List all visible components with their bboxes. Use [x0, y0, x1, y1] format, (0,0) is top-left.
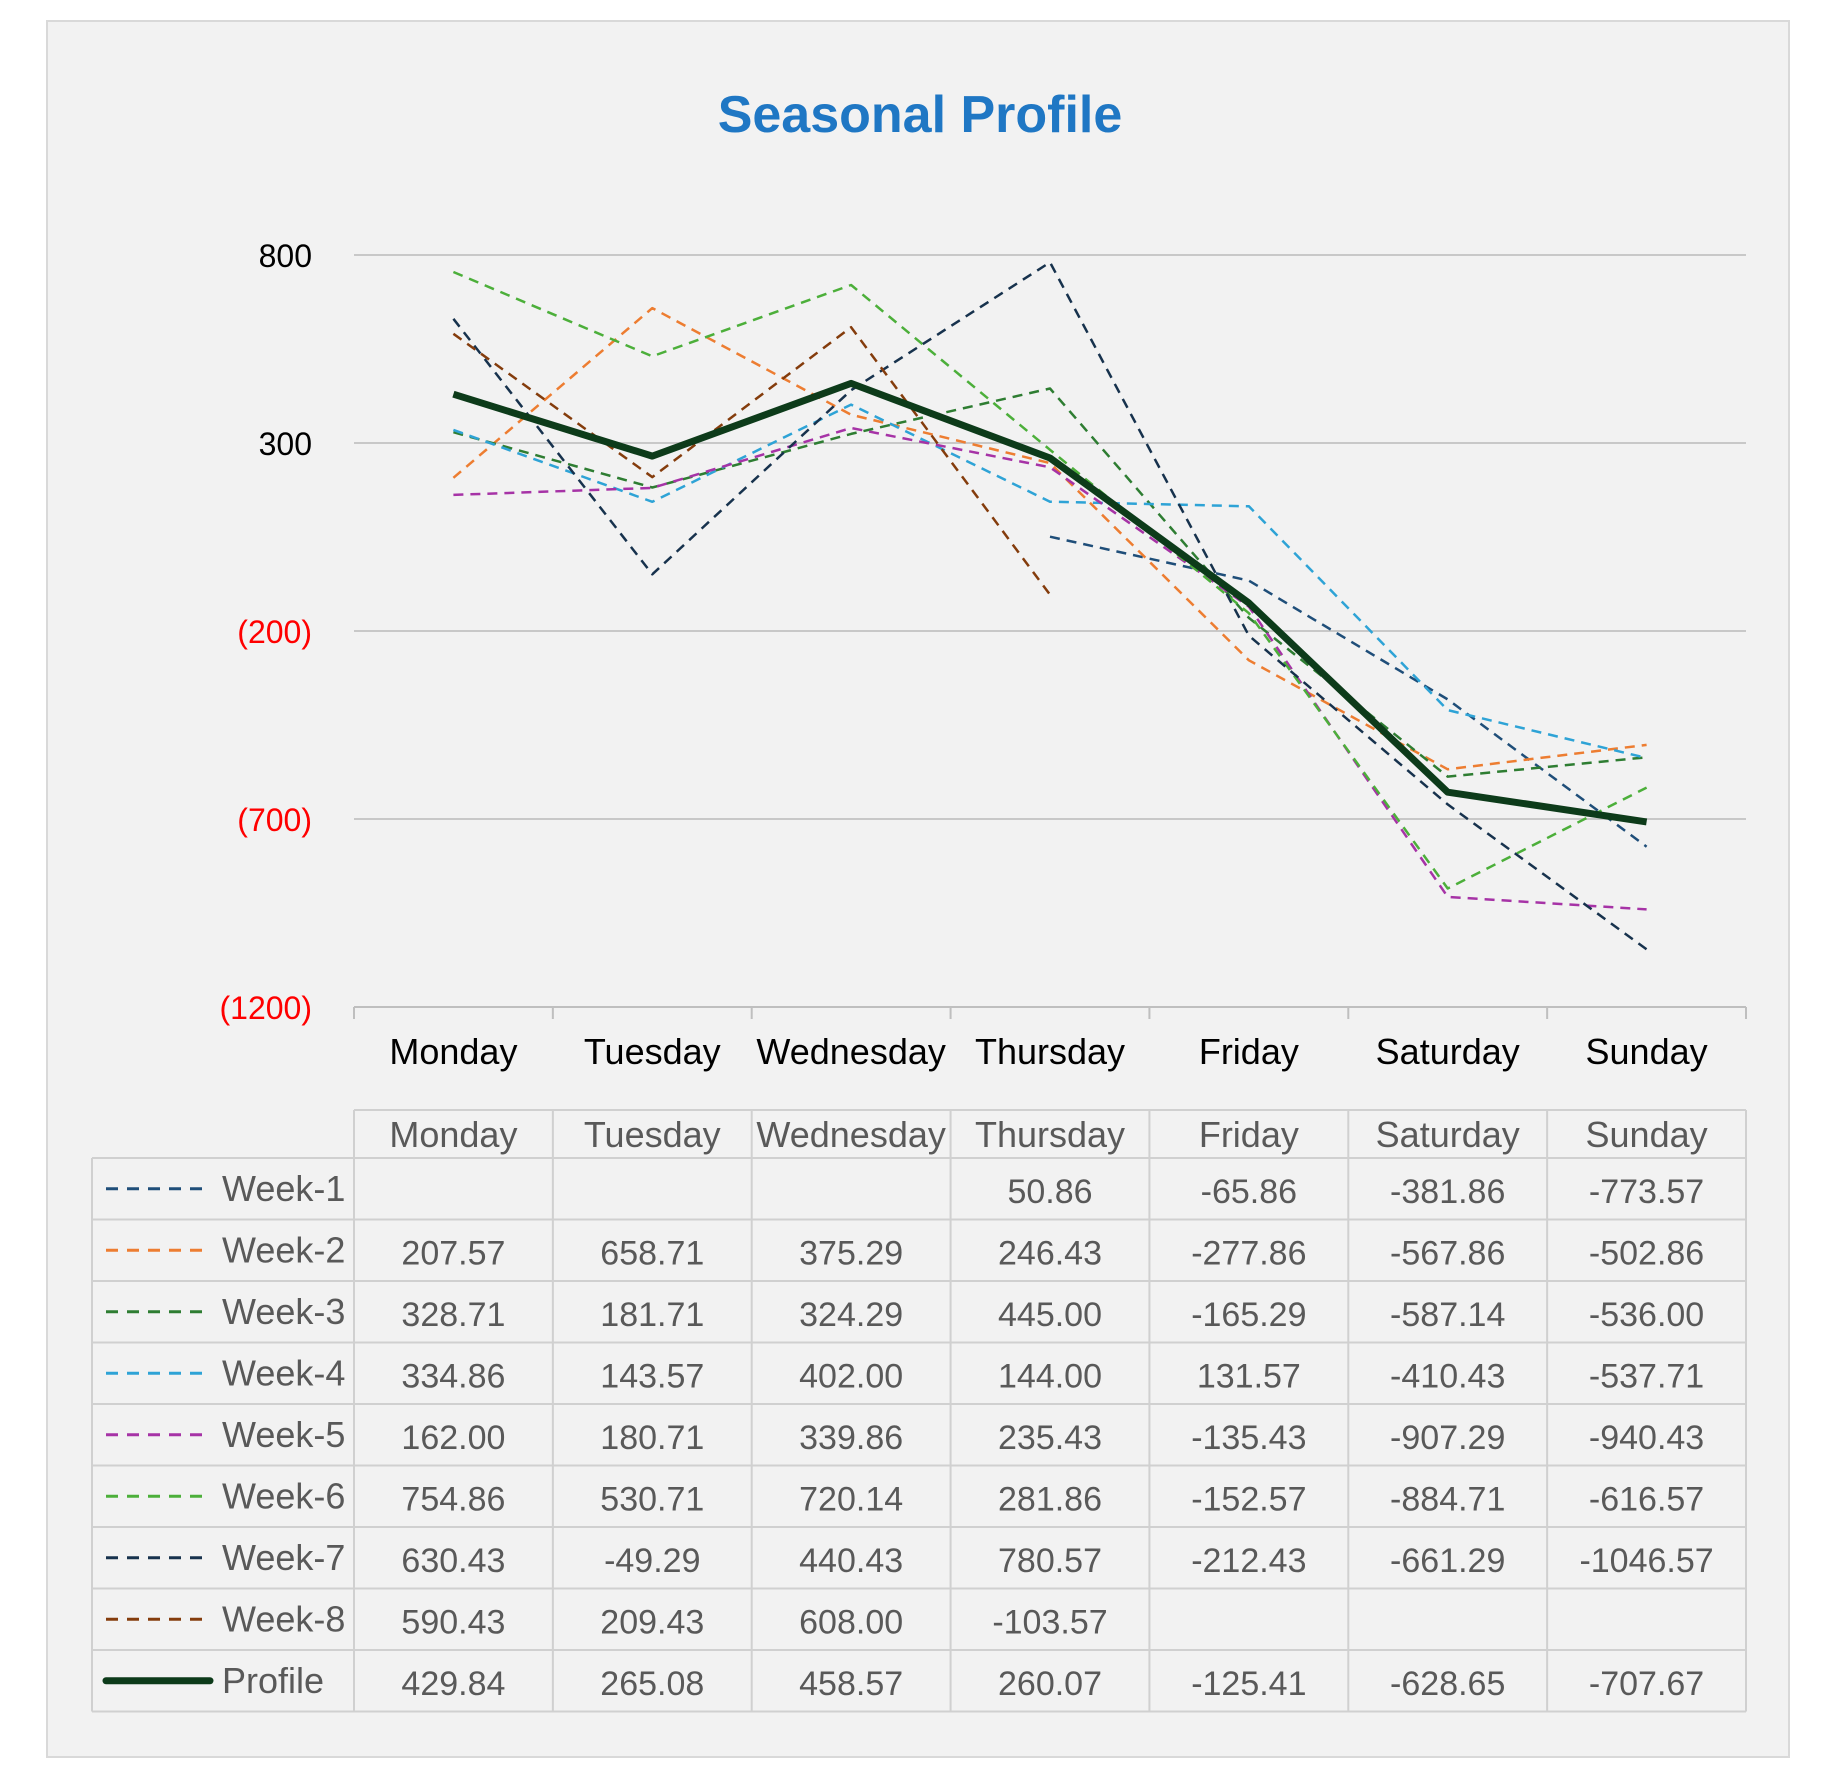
legend-label: Week-4: [222, 1352, 345, 1393]
table-cell: 440.43: [799, 1542, 903, 1580]
table-cell: 131.57: [1197, 1357, 1301, 1395]
table-cell: 445.00: [998, 1296, 1102, 1334]
table-cell: -661.29: [1390, 1542, 1505, 1580]
table-cell: -125.41: [1191, 1665, 1306, 1703]
table-cell: 328.71: [401, 1296, 505, 1334]
legend-label: Week-1: [222, 1168, 345, 1209]
table-cell: 339.86: [799, 1419, 903, 1457]
table-cell: -907.29: [1390, 1419, 1505, 1457]
table-cell: -103.57: [992, 1603, 1107, 1641]
table-cell: 402.00: [799, 1357, 903, 1395]
table-header-cell: Saturday: [1376, 1114, 1520, 1155]
table-cell: 334.86: [401, 1357, 505, 1395]
chart-title: Seasonal Profile: [718, 86, 1123, 144]
x-tick-label: Wednesday: [756, 1031, 945, 1072]
legend-label: Week-5: [222, 1414, 345, 1455]
series-line-week-4: [452, 403, 1647, 760]
series-line-week-2: [452, 306, 1647, 771]
legend-label: Profile: [222, 1660, 324, 1701]
y-tick-label: (200): [237, 614, 312, 650]
x-tick-label: Monday: [389, 1031, 517, 1072]
table-cell: -277.86: [1191, 1234, 1306, 1272]
table-cell: 143.57: [600, 1357, 704, 1395]
series-line-week-5: [453, 426, 1647, 911]
table-cell: 608.00: [799, 1603, 903, 1641]
table-cell: 458.57: [799, 1665, 903, 1703]
legend-label: Week-3: [222, 1291, 345, 1332]
table-header-cell: Monday: [389, 1114, 517, 1155]
table-cell: -165.29: [1191, 1296, 1306, 1334]
legend-label: Week-8: [222, 1598, 345, 1639]
series-line-week-6: [452, 270, 1648, 890]
table-cell: 209.43: [600, 1603, 704, 1641]
table-header-cell: Tuesday: [584, 1114, 721, 1155]
x-tick-label: Friday: [1199, 1031, 1299, 1072]
table-cell: 375.29: [799, 1234, 903, 1272]
table-header-cell: Wednesday: [756, 1114, 945, 1155]
table-cell: 281.86: [998, 1480, 1102, 1518]
table-cell: 780.57: [998, 1542, 1102, 1580]
table-cell: -616.57: [1589, 1480, 1704, 1518]
table-cell: 720.14: [799, 1480, 903, 1518]
chart-frame: Seasonal Profile 800 300 (200) (700) (1200) M…: [46, 20, 1790, 1758]
y-tick-label: 300: [259, 426, 312, 462]
table-cell: -536.00: [1589, 1296, 1704, 1334]
x-tick-label: Thursday: [975, 1031, 1125, 1072]
table-cell: 50.86: [1007, 1173, 1092, 1211]
table-cell: 144.00: [998, 1357, 1102, 1395]
x-tick-label: Saturday: [1376, 1031, 1520, 1072]
series-line-week-7: [452, 261, 1648, 951]
table-cell: -212.43: [1191, 1542, 1306, 1580]
series-line-week-8: [452, 325, 1052, 596]
table-cell: -587.14: [1390, 1296, 1505, 1334]
x-tick-label: Sunday: [1586, 1031, 1708, 1072]
y-tick-label: (700): [237, 802, 312, 838]
table-cell: 181.71: [600, 1296, 704, 1334]
table-cell: 265.08: [600, 1665, 704, 1703]
table-cell: 590.43: [401, 1603, 505, 1641]
table-cell: -1046.57: [1579, 1542, 1713, 1580]
table-cell: 180.71: [600, 1419, 704, 1457]
table-cell: 658.71: [600, 1234, 704, 1272]
table-cell: -135.43: [1191, 1419, 1306, 1457]
series-line-week-3: [453, 387, 1647, 778]
table-cell: 530.71: [600, 1480, 704, 1518]
table-cell: 162.00: [401, 1419, 505, 1457]
table-cell: -773.57: [1589, 1173, 1704, 1211]
legend-label: Week-7: [222, 1537, 345, 1578]
table-cell: 754.86: [401, 1480, 505, 1518]
table-cell: -381.86: [1390, 1173, 1505, 1211]
series-line-profile: [452, 379, 1648, 826]
table-cell: -152.57: [1191, 1480, 1306, 1518]
table-cell: 207.57: [401, 1234, 505, 1272]
legend-label: Week-6: [222, 1475, 345, 1516]
legend-label: Week-2: [222, 1229, 345, 1270]
table-cell: -410.43: [1390, 1357, 1505, 1395]
series-line-week-1: [1049, 535, 1648, 848]
table-cell: 429.84: [401, 1665, 505, 1703]
table-cell: -567.86: [1390, 1234, 1505, 1272]
table-cell: -707.67: [1589, 1665, 1704, 1703]
table-cell: 630.43: [401, 1542, 505, 1580]
chart-svg: Seasonal Profile 800 300 (200) (700) (1200) M…: [91, 86, 1747, 1713]
y-tick-label: (1200): [220, 990, 313, 1026]
table-header-cell: Friday: [1199, 1114, 1299, 1155]
table-cell: -537.71: [1589, 1357, 1704, 1395]
y-tick-label: 800: [259, 238, 312, 274]
table-header-cell: Sunday: [1586, 1114, 1708, 1155]
table-cell: -502.86: [1589, 1234, 1704, 1272]
table-cell: -628.65: [1390, 1665, 1505, 1703]
table-cell: -49.29: [604, 1542, 700, 1580]
table-cell: 235.43: [998, 1419, 1102, 1457]
table-cell: 260.07: [998, 1665, 1102, 1703]
x-tick-label: Tuesday: [584, 1031, 721, 1072]
table-cell: 324.29: [799, 1296, 903, 1334]
table-cell: 246.43: [998, 1234, 1102, 1272]
table-cell: -884.71: [1390, 1480, 1505, 1518]
table-header-cell: Thursday: [975, 1114, 1125, 1155]
table-cell: -940.43: [1589, 1419, 1704, 1457]
table-cell: -65.86: [1201, 1173, 1297, 1211]
